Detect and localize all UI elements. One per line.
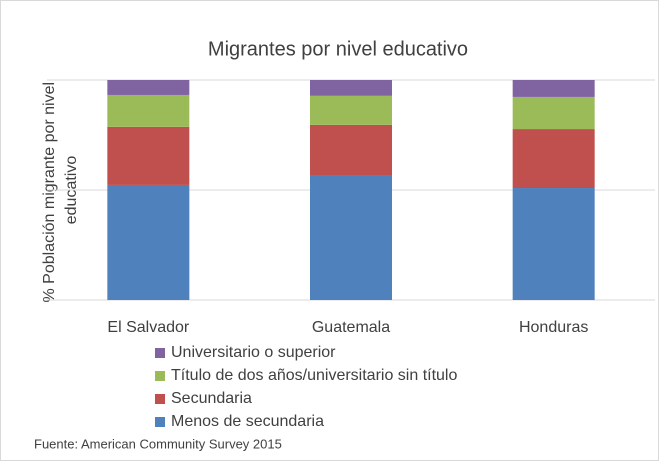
- y-axis-label-line: % Población migrante por nivel: [41, 82, 58, 303]
- bar-segment: [107, 126, 190, 185]
- bar-segment: [512, 129, 595, 189]
- chart-title: Migrantes por nivel educativo: [208, 38, 468, 60]
- legend-label: Secundaria: [171, 390, 252, 407]
- bar-segment: [107, 94, 190, 127]
- source-note: Fuente: American Community Survey 2015: [34, 436, 282, 451]
- bar-segment: [310, 175, 392, 300]
- bar-segment: [512, 188, 595, 300]
- bar-segment: [107, 184, 190, 300]
- legend-swatch: [155, 348, 165, 358]
- x-tick-label: Guatemala: [312, 319, 390, 336]
- bar-segment: [310, 95, 392, 125]
- legend-swatch: [155, 394, 165, 404]
- bar-segment: [107, 80, 190, 95]
- bar-segment: [310, 80, 392, 96]
- bar-segment: [512, 96, 595, 130]
- bar-segment: [310, 124, 392, 176]
- legend-swatch: [155, 371, 165, 381]
- bar-segment: [512, 80, 595, 97]
- legend-label: Universitario o superior: [171, 344, 336, 361]
- legend-label: Título de dos años/universitario sin tít…: [171, 367, 457, 384]
- legend-swatch: [155, 417, 165, 427]
- x-tick-label: El Salvador: [107, 319, 189, 336]
- x-tick-label: Honduras: [519, 319, 588, 336]
- legend-label: Menos de secundaria: [171, 413, 324, 430]
